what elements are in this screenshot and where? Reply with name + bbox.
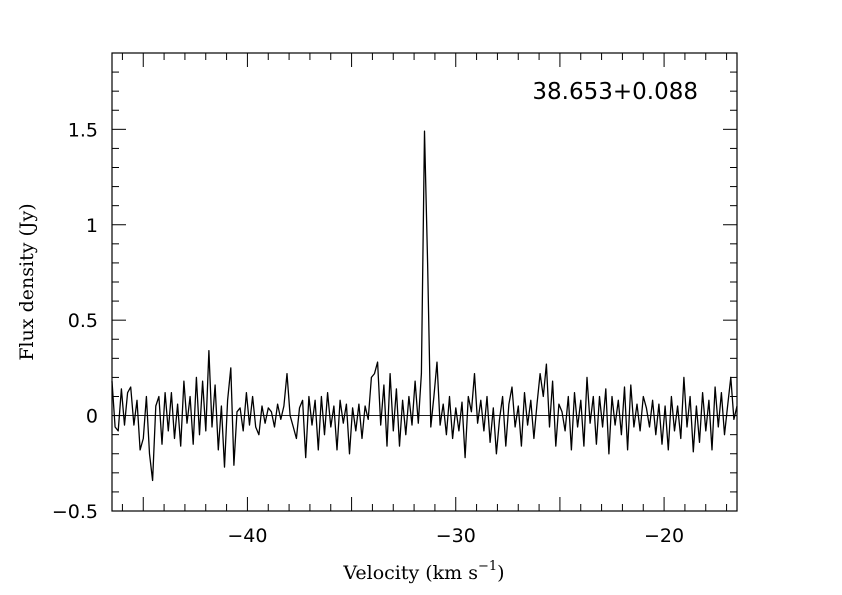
y-tick-label: 0.5 — [68, 310, 98, 332]
x-axis-label-text: Velocity (km s — [342, 562, 478, 584]
x-axis-label: Velocity (km s−1) — [342, 559, 504, 584]
x-axis-label-close: ) — [497, 562, 504, 584]
plot-frame — [111, 52, 738, 512]
spectrum-line — [111, 130, 738, 482]
x-tick-label: −20 — [644, 525, 684, 547]
x-tick-label: −30 — [436, 525, 476, 547]
axis-ticks — [112, 52, 737, 512]
y-tick-label: −0.5 — [52, 501, 98, 523]
y-axis-label: Flux density (Jy) — [16, 203, 38, 360]
y-tick-label: 1.5 — [68, 119, 98, 141]
source-annotation: 38.653+0.088 — [532, 79, 698, 105]
y-tick-labels: −0.5 0 0.5 1 1.5 — [52, 119, 98, 523]
y-tick-label: 0 — [86, 406, 98, 428]
x-axis-label-exponent: −1 — [478, 559, 497, 574]
x-tick-labels: −40 −30 −20 — [227, 525, 684, 547]
y-tick-label: 1 — [86, 215, 98, 237]
x-tick-label: −40 — [227, 525, 267, 547]
